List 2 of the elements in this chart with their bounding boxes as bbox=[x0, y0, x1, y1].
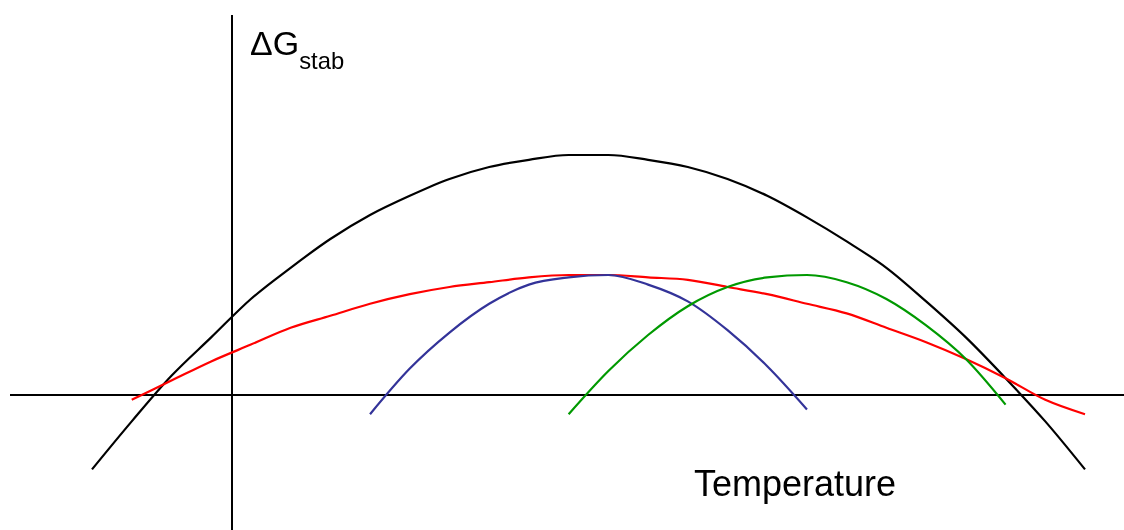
x-axis-title: Temperature bbox=[693, 463, 897, 504]
y-axis-title: ΔG$_{stab}$ bbox=[250, 24, 345, 74]
